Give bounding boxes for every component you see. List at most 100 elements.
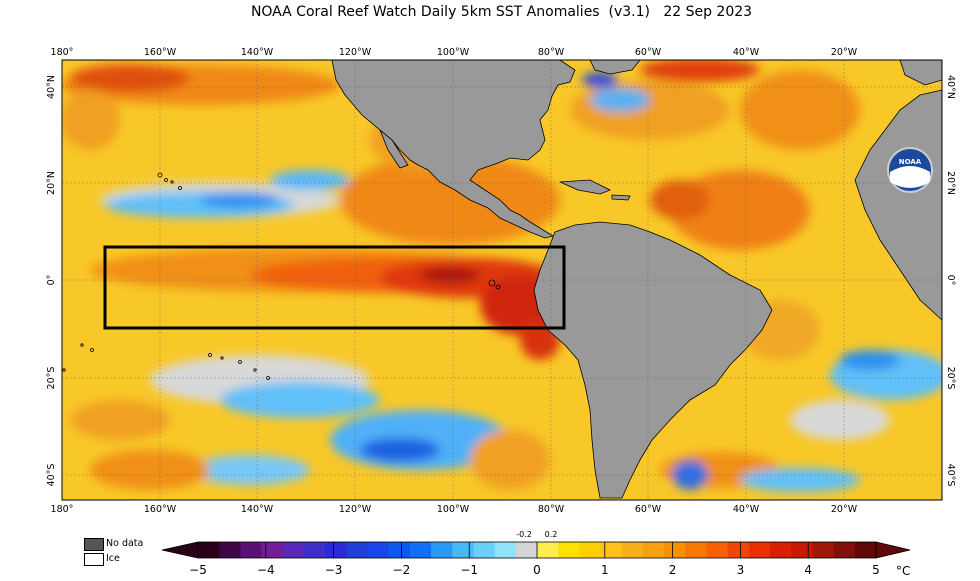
colorbar: −5 −4 −3 −2 −1 0 1 2 3 4 5 -0.2 0.2 °C [161, 530, 911, 578]
lat-label: 40°S [46, 464, 57, 487]
nino-region-box [103, 245, 566, 330]
colorbar-segment [833, 542, 856, 558]
lon-label: 40°W [733, 504, 760, 515]
colorbar-segment [409, 542, 432, 558]
colorbar-segments [198, 542, 877, 558]
colorbar-segment [198, 542, 220, 558]
colorbar-tick-label: −2 [393, 563, 411, 577]
lat-label: 40°N [46, 75, 57, 99]
lon-label: 100°W [437, 504, 470, 515]
graticule [62, 60, 942, 500]
lon-label: 180° [51, 47, 74, 58]
lon-label: 20°W [831, 47, 858, 58]
colorbar-segment [600, 542, 623, 558]
longitude-labels-top: 180° 160°W 140°W 120°W 100°W 80°W 60°W 4… [51, 47, 858, 58]
colorbar-tick-label: −4 [257, 563, 275, 577]
lon-label: 140°W [241, 47, 274, 58]
colorbar-tick-label: 0 [533, 563, 541, 577]
colorbar-small-tick: 0.2 [545, 530, 558, 539]
colorbar-max-arrow [875, 541, 911, 559]
lat-label: 20°S [945, 367, 956, 390]
baja-california [379, 129, 409, 169]
colorbar-segment [367, 542, 390, 558]
colorbar-segment [219, 542, 241, 558]
latitude-labels-left: 40°N 20°N 0° 20°S 40°S [46, 75, 57, 486]
colorbar-segment [537, 542, 559, 558]
lat-label: 20°S [46, 367, 57, 390]
colorbar-segment [346, 542, 368, 558]
colorbar-segment [240, 542, 263, 558]
noaa-logo: NOAA [887, 147, 933, 193]
colorbar-tick-label: 3 [737, 563, 745, 577]
colorbar-tick-label: 5 [872, 563, 880, 577]
lon-label: 140°W [241, 504, 274, 515]
ice-swatch [84, 553, 104, 566]
colorbar-segment [621, 542, 644, 558]
colorbar-segment [812, 542, 835, 558]
colorbar-segment [515, 542, 538, 558]
colorbar-segment [558, 542, 580, 558]
south-america [533, 221, 773, 499]
africa [854, 89, 942, 321]
lon-label: 120°W [339, 47, 372, 58]
colorbar-segment [452, 542, 474, 558]
land-masses [331, 60, 942, 499]
north-america [331, 60, 576, 239]
colorbar-segment [388, 542, 411, 558]
latitude-labels-right: 40°N 20°N 0° 20°S 40°S [945, 75, 956, 486]
colorbar-unit: °C [896, 564, 910, 578]
lon-label: 100°W [437, 47, 470, 58]
colorbar-tick-label: 2 [669, 563, 677, 577]
europe [899, 60, 942, 86]
colorbar-segment [431, 542, 453, 558]
lon-label: 60°W [635, 47, 662, 58]
colorbar-segment [303, 542, 326, 558]
colorbar-segment [685, 542, 707, 558]
colorbar-segment [664, 542, 686, 558]
svg-text:NOAA: NOAA [899, 158, 922, 166]
lon-label: 160°W [144, 504, 177, 515]
colorbar-segment [579, 542, 602, 558]
lon-label: 80°W [538, 47, 565, 58]
cuba [559, 179, 611, 195]
map-frame [61, 59, 943, 501]
no-data-label: No data [106, 538, 144, 549]
colorbar-tick-label: −3 [325, 563, 343, 577]
colorbar-segment [791, 542, 813, 558]
colorbar-segment [494, 542, 517, 558]
colorbar-segment [261, 542, 284, 558]
lat-label: 20°N [945, 171, 956, 195]
longitude-labels-bottom: 180° 160°W 140°W 120°W 100°W 80°W 60°W 4… [51, 504, 858, 515]
colorbar-segment [282, 542, 305, 558]
lon-label: 40°W [733, 47, 760, 58]
colorbar-ticks: −5 −4 −3 −2 −1 0 1 2 3 4 5 [189, 542, 880, 577]
colorbar-segment [727, 542, 750, 558]
colorbar-segment [706, 542, 729, 558]
lon-label: 80°W [538, 504, 565, 515]
colorbar-tick-label: −5 [189, 563, 207, 577]
lon-label: 160°W [144, 47, 177, 58]
lat-label: 40°N [945, 75, 956, 99]
greenland-edge [589, 60, 641, 75]
lat-label: 0° [46, 275, 57, 286]
lon-label: 60°W [635, 504, 662, 515]
colorbar-small-tick: -0.2 [516, 530, 532, 539]
colorbar-segment [325, 542, 347, 558]
colorbar-segment [770, 542, 792, 558]
colorbar-min-arrow [161, 541, 199, 559]
map-title: NOAA Coral Reef Watch Daily 5km SST Anom… [250, 4, 753, 20]
colorbar-segment [473, 542, 496, 558]
no-data-swatch [84, 538, 104, 551]
lon-label: 120°W [339, 504, 372, 515]
hispaniola [611, 194, 631, 201]
lat-label: 20°N [46, 171, 57, 195]
colorbar-segment [748, 542, 771, 558]
colorbar-segment [854, 542, 877, 558]
colorbar-segment [642, 542, 665, 558]
map-field: NOAA [62, 60, 942, 500]
colorbar-tick-label: 1 [601, 563, 609, 577]
colorbar-tick-label: 4 [804, 563, 812, 577]
lat-label: 0° [945, 275, 956, 286]
colorbar-tick-label: −1 [460, 563, 478, 577]
